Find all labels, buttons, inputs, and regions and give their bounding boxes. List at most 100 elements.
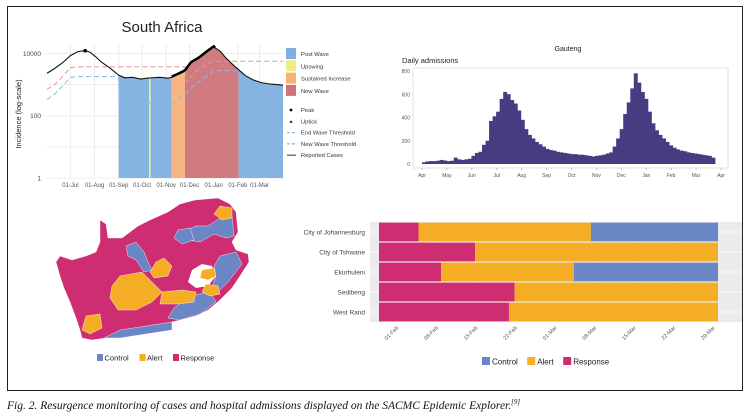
x-tick-label: 29-Mar (700, 325, 717, 342)
bar (485, 140, 490, 164)
bar (676, 149, 681, 164)
x-tick-label: 01-Aug (85, 183, 104, 189)
x-ticks: 01-Jul 01-Aug 01-Sep 01-Oct 01-Nov 01-Dec 01-J… (62, 183, 269, 189)
bar (542, 146, 546, 164)
x-tick-label: 01-Dec (180, 183, 199, 189)
legend-label: Control (492, 358, 518, 367)
bar (658, 134, 663, 164)
legend-swatch (482, 357, 490, 365)
legend-label: Peak (301, 108, 314, 114)
y-tick-label: 800 (402, 69, 411, 75)
bar (626, 102, 631, 164)
bar (471, 155, 476, 164)
bar (711, 157, 716, 164)
y-tick-label: 10000 (23, 51, 41, 58)
bar (527, 134, 532, 164)
x-tick-label: Mar (692, 173, 701, 179)
map-regions (55, 197, 250, 341)
x-tick-label: 08-Mar (582, 325, 599, 342)
bar (563, 152, 568, 164)
legend-label: Alert (537, 358, 554, 367)
bar (612, 146, 617, 164)
x-tick-label: 01-Feb (384, 325, 401, 342)
bar-segment-response (379, 302, 509, 322)
bar (573, 154, 578, 164)
x-tick-label: 01-Sep (109, 183, 129, 189)
legend-label: Response (181, 354, 215, 363)
bar (654, 130, 659, 164)
bar (467, 158, 472, 164)
legend-swatch (173, 354, 179, 361)
legend-swatch (527, 357, 536, 365)
bar (587, 155, 592, 164)
uptick-marks (171, 44, 216, 78)
bar (647, 111, 652, 164)
legend-point-icon (289, 108, 293, 112)
bar (602, 154, 606, 164)
x-tick-label: Dec (617, 173, 626, 179)
bar (432, 161, 437, 164)
x-tick-label: 22-Mar (661, 325, 678, 342)
x-tick-label: 01-Jul (62, 183, 78, 189)
y-ticks: City of Johannesburg City of Tshwane Ekurh… (304, 230, 366, 317)
bar (517, 110, 522, 164)
x-tick-label: Jun (468, 173, 476, 179)
bar-segment-alert (441, 262, 574, 282)
bar (584, 155, 589, 164)
y-tick-label: Ekurhuleni (334, 270, 365, 277)
chart-title: South Africa (122, 19, 204, 36)
south-africa-map: Control Alert Response (55, 197, 250, 363)
x-tick-label: Feb (667, 173, 676, 179)
bar (662, 138, 666, 164)
legend-swatch (286, 84, 296, 96)
legend-label: Alert (147, 354, 163, 363)
bar (693, 153, 698, 164)
gauteng-chart: Gauteng Daily admissions 0 200 400 600 800 A… (402, 46, 729, 179)
series-line (46, 46, 284, 86)
x-tick-label: 15-Mar (621, 325, 638, 342)
bar (513, 103, 518, 164)
bar (570, 154, 575, 164)
x-tick-label: May (442, 173, 452, 179)
y-tick-label: 400 (402, 116, 411, 122)
bar (545, 148, 550, 164)
bar-segment-alert (508, 302, 718, 322)
bar (630, 88, 635, 164)
phase-area (149, 77, 151, 178)
bar (637, 82, 642, 164)
y-tick-label: West Rand (333, 310, 365, 317)
bar (651, 123, 656, 164)
x-tick-label: 01-Feb (228, 183, 248, 189)
series-lines (46, 44, 284, 104)
bar (520, 119, 525, 164)
x-tick-label: 01-Mar (250, 183, 269, 189)
phase-area (118, 75, 150, 178)
bar (690, 152, 695, 164)
bar (429, 161, 433, 164)
series-line (46, 70, 283, 104)
bar (556, 151, 561, 164)
south-africa-chart: South Africa Incidence (log-scale) 11001… (14, 19, 356, 189)
bar (443, 160, 448, 164)
series-line (46, 60, 283, 90)
x-tick-label: 15-Feb (463, 325, 480, 342)
bar (450, 160, 455, 164)
bar (679, 150, 684, 164)
x-tick-label: 22-Feb (502, 325, 519, 342)
legend-swatch (286, 60, 296, 72)
x-tick-label: 01-Nov (156, 183, 175, 189)
bar (697, 154, 702, 164)
bar (580, 154, 585, 164)
legend-triangle-icon (289, 120, 293, 123)
bar-segment-response (379, 282, 515, 302)
bar-segment-response (379, 222, 419, 242)
y-tick-label: 600 (402, 92, 411, 98)
caption-reference: [9] (511, 398, 521, 406)
bar (503, 91, 508, 164)
x-tick-label: Aug (517, 173, 526, 179)
phase-area (238, 69, 283, 178)
bar (609, 152, 614, 164)
y-ticks: 0 200 400 600 800 (402, 69, 411, 168)
bar (623, 114, 628, 164)
bar (436, 160, 441, 164)
